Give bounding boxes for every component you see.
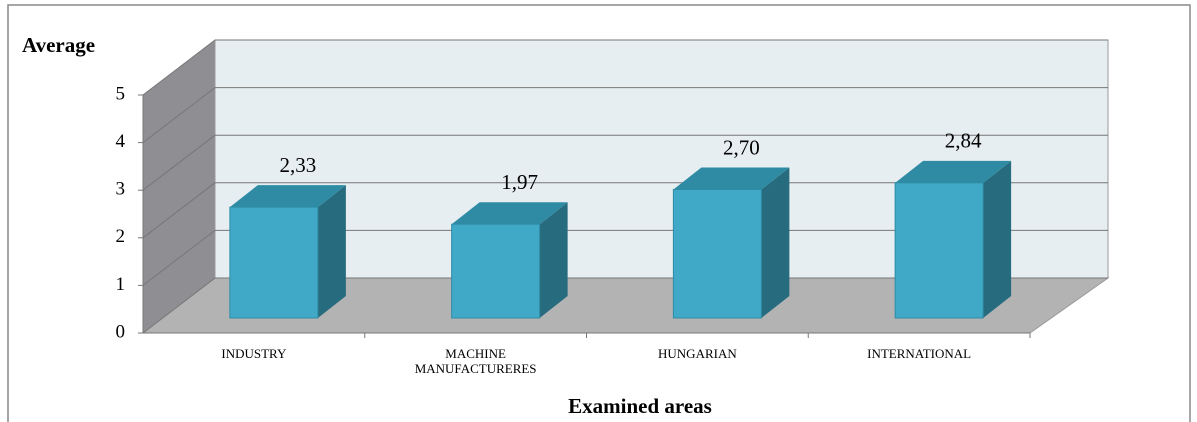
grid-line [142,182,216,239]
x-tick-label: INDUSTRY [221,346,287,361]
x-tick-label: MACHINE MANUFACTURERES [414,346,537,376]
grid-line [142,230,216,286]
data-label: 2,84 [945,129,982,153]
y-tick-label: 4 [116,131,126,152]
x-tick-label: INTERNATIONAL [867,346,972,361]
bar [672,188,762,319]
bar-side [983,160,1012,318]
y-tick-label: 5 [116,83,126,104]
grid-line [142,134,216,191]
bar-side [539,202,568,318]
data-label: 2,33 [280,153,317,177]
grid-line [142,39,216,96]
data-label: 2,70 [723,135,760,159]
grid-line [142,87,216,143]
bar-top [895,160,1012,183]
y-axis-title: Average [22,33,95,57]
y-tick-label: 3 [116,179,126,200]
bar-top [229,185,346,208]
bar-side [761,167,790,318]
chart-border [7,4,1191,422]
bar [894,182,984,319]
bar-top [673,167,790,190]
y-tick-label: 0 [116,321,126,342]
y-tick-label: 1 [116,274,126,295]
x-axis-title: Examined areas [568,394,712,418]
y-tick-label: 2 [116,226,126,247]
bar [229,206,319,319]
bar [451,223,541,319]
data-label: 1,97 [501,170,538,194]
side-wall [143,40,215,333]
bar-side [317,185,346,318]
bar-top [451,202,568,225]
grid-line [142,277,216,334]
x-tick-label: HUNGARIAN [658,346,737,361]
